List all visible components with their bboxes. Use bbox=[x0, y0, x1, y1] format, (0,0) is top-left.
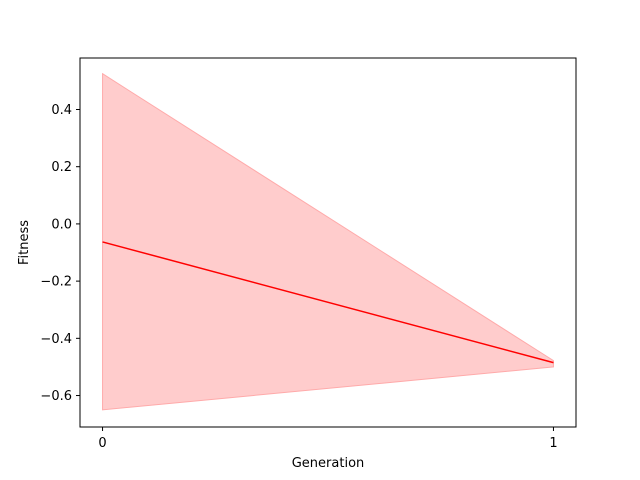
y-tick-label: −0.2 bbox=[40, 275, 72, 290]
x-tick-label: 0 bbox=[98, 436, 106, 451]
y-tick-label: 0.4 bbox=[51, 103, 72, 118]
y-tick-label: −0.4 bbox=[40, 332, 72, 347]
plot-area bbox=[102, 72, 554, 411]
x-tick-label: 1 bbox=[549, 436, 557, 451]
axes-frame bbox=[79, 57, 577, 428]
series-line-0 bbox=[102, 241, 554, 364]
y-tick-label: 0.2 bbox=[51, 160, 72, 175]
x-axis-label: Generation bbox=[292, 456, 365, 471]
confidence-band-0 bbox=[102, 72, 554, 411]
y-tick-label: 0.0 bbox=[51, 217, 72, 232]
y-axis-label: Fitness bbox=[17, 220, 32, 265]
y-tick-label: −0.6 bbox=[40, 389, 72, 404]
y-axis-ticks: −0.6 −0.4 −0.2 0.0 0.2 0.4 bbox=[40, 103, 80, 404]
